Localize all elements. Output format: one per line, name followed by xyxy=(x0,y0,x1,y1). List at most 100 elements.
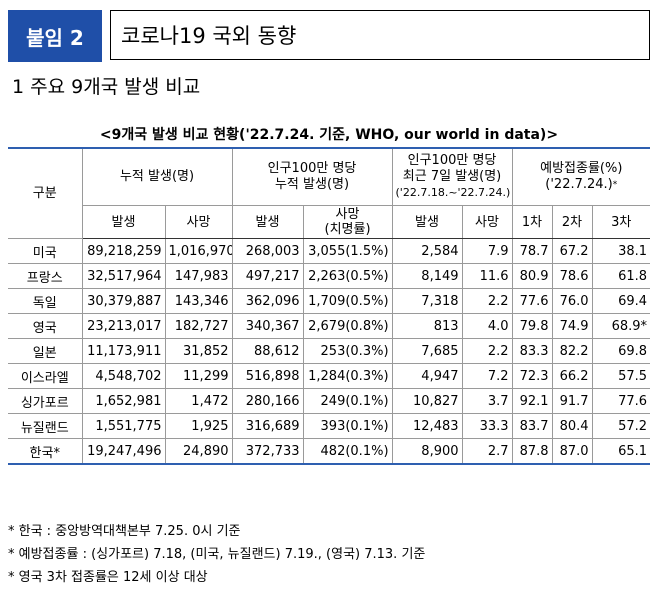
table-head: 구분 누적 발생(명) 인구100만 명당 누적 발생(명) 인구100만 명당 최… xyxy=(8,147,651,239)
country-cell: 독일 xyxy=(8,288,83,314)
value-cell: 1,709(0.5%) xyxy=(302,288,393,314)
value-cell: 7,685 xyxy=(391,338,463,364)
country-cell: 이스라엘 xyxy=(8,363,83,389)
value-cell: 1,652,981 xyxy=(81,388,166,414)
value-cell: 69.8 xyxy=(591,338,651,364)
country-cell: 프랑스 xyxy=(8,263,83,289)
value-cell: 3,055(1.5%) xyxy=(302,238,393,264)
table-caption: <9개국 발생 비교 현황('22.7.24. 기준, WHO, our wor… xyxy=(99,127,559,143)
value-cell: 77.6 xyxy=(511,288,553,314)
value-cell: 12,483 xyxy=(391,413,463,439)
note: * 영국 3차 접종률은 12세 이상 대상 xyxy=(8,570,208,585)
country-cell: 영국 xyxy=(8,313,83,339)
notes: * 한국 : 중앙방역대책본부 7.25. 0시 기준 * 예방접종률 : (싱가… xyxy=(8,520,425,589)
group-header: 인구100만 명당 최근 7일 발생(명) ('22.7.18.~'22.7.24.… xyxy=(391,147,513,206)
value-cell: 482(0.1%) xyxy=(302,438,393,465)
value-cell: 78.6 xyxy=(551,263,593,289)
subheader-row: 발생 사망 발생 사망 (치명률) 발생 사망 1차 2차 3차 xyxy=(8,205,651,239)
value-cell: 79.8 xyxy=(511,313,553,339)
country-cell: 싱가포르 xyxy=(8,388,83,414)
value-cell: 74.9 xyxy=(551,313,593,339)
group-header: 인구100만 명당 누적 발생(명) xyxy=(231,147,393,206)
value-cell: 2,679(0.8%) xyxy=(302,313,393,339)
table-row: 프랑스 32,517,964 147,983 497,217 2,263(0.5%) 8,… xyxy=(8,263,651,289)
value-cell: 340,367 xyxy=(231,313,304,339)
country-cell: 일본 xyxy=(8,338,83,364)
header-text: 3차 xyxy=(611,214,632,230)
value-cell: 91.7 xyxy=(551,388,593,414)
value-cell: 1,472 xyxy=(164,388,233,414)
header-mark: * xyxy=(612,180,618,190)
value-cell: 147,983 xyxy=(164,263,233,289)
value-cell: 89,218,259 xyxy=(81,238,166,264)
value-cell: 57.5 xyxy=(591,363,651,389)
country-cell: 뉴질랜드 xyxy=(8,413,83,439)
table-body: 미국 89,218,259 1,016,970 268,003 3,055(1.5%) 2… xyxy=(8,238,651,465)
table-row: 뉴질랜드 1,551,775 1,925 316,689 393(0.1%) 12,483… xyxy=(8,413,651,439)
header-text: 1차 xyxy=(521,214,543,230)
header-text: ('22.7.18.~'22.7.24.) xyxy=(395,186,511,199)
value-cell: 497,217 xyxy=(231,263,304,289)
table-row: 일본 11,173,911 31,852 88,612 253(0.3%) 7,685 2.… xyxy=(8,338,651,364)
value-cell: 253(0.3%) xyxy=(302,338,393,364)
header-text: ('22.7.24.) xyxy=(545,177,613,192)
comparison-table: 구분 누적 발생(명) 인구100만 명당 누적 발생(명) 인구100만 명당 최… xyxy=(8,147,651,465)
header-text: 최근 7일 발생(명) xyxy=(402,169,502,184)
value-cell: 38.1 xyxy=(591,238,651,264)
value-cell: 61.8 xyxy=(591,263,651,289)
country-cell: 미국 xyxy=(8,238,83,264)
value-cell: 66.2 xyxy=(551,363,593,389)
value-cell: 24,890 xyxy=(164,438,233,465)
subheader: 발생 xyxy=(391,205,463,239)
table-row: 영국 23,213,017 182,727 340,367 2,679(0.8%) 813… xyxy=(8,313,651,339)
value-cell: 11,173,911 xyxy=(81,338,166,364)
note: * 한국 : 중앙방역대책본부 7.25. 0시 기준 xyxy=(8,524,241,539)
table-row: 싱가포르 1,652,981 1,472 280,166 249(0.1%) 10,827… xyxy=(8,388,651,414)
section-title: 1 주요 9개국 발생 비교 xyxy=(12,76,201,98)
value-cell: 249(0.1%) xyxy=(302,388,393,414)
header-text: 누적 발생(명) xyxy=(274,177,350,192)
header-text: 인구100만 명당 xyxy=(267,161,357,176)
value-cell: 83.3 xyxy=(511,338,553,364)
value-cell: 8,900 xyxy=(391,438,463,465)
subheader: 2차 xyxy=(551,205,593,239)
subheader: 발생 xyxy=(231,205,304,239)
value-cell: 76.0 xyxy=(551,288,593,314)
value-cell: 23,213,017 xyxy=(81,313,166,339)
header-text: (치명률) xyxy=(324,222,371,237)
table-row: 독일 30,379,887 143,346 362,096 1,709(0.5%) 7,3… xyxy=(8,288,651,314)
subheader: 1차 xyxy=(511,205,553,239)
value-cell: 1,016,970 xyxy=(164,238,233,264)
table-row: 이스라엘 4,548,702 11,299 516,898 1,284(0.3%) 4,9… xyxy=(8,363,651,389)
value-cell: 1,284(0.3%) xyxy=(302,363,393,389)
note: * 예방접종률 : (싱가포르) 7.18, (미국, 뉴질랜드) 7.19.,… xyxy=(8,547,426,562)
header-text: 발생 xyxy=(255,214,280,230)
value-cell: 362,096 xyxy=(231,288,304,314)
header-text: 사망 xyxy=(186,214,211,230)
header-text: 발생 xyxy=(111,214,136,230)
header-text: 구분 xyxy=(32,185,57,201)
value-cell: 57.2 xyxy=(591,413,651,439)
value-cell: 77.6 xyxy=(591,388,651,414)
country-cell: 한국* xyxy=(8,438,83,465)
badge: 붙임 2 xyxy=(8,10,102,62)
value-cell: 4,947 xyxy=(391,363,463,389)
value-cell: 10,827 xyxy=(391,388,463,414)
subheader: 3차 xyxy=(591,205,651,239)
subheader: 사망 (치명률) xyxy=(302,205,393,239)
value-cell: 32,517,964 xyxy=(81,263,166,289)
subheader: 사망 xyxy=(164,205,233,239)
header-title: 코로나19 국외 동향 xyxy=(110,10,650,60)
table-row: 한국* 19,247,496 24,890 372,733 482(0.1%) 8,900… xyxy=(8,438,651,465)
value-cell: 393(0.1%) xyxy=(302,413,393,439)
value-cell: 30,379,887 xyxy=(81,288,166,314)
header-text: 인구100만 명당 xyxy=(407,153,497,168)
value-cell: 516,898 xyxy=(231,363,304,389)
value-cell: 88,612 xyxy=(231,338,304,364)
value-cell: 11,299 xyxy=(164,363,233,389)
header-text: 예방접종률(%) xyxy=(540,161,623,176)
value-cell: 33.3 xyxy=(461,413,513,439)
header: 붙임 2 코로나19 국외 동향 xyxy=(8,10,650,62)
value-cell: 2.7 xyxy=(461,438,513,465)
value-cell: 2.2 xyxy=(461,288,513,314)
